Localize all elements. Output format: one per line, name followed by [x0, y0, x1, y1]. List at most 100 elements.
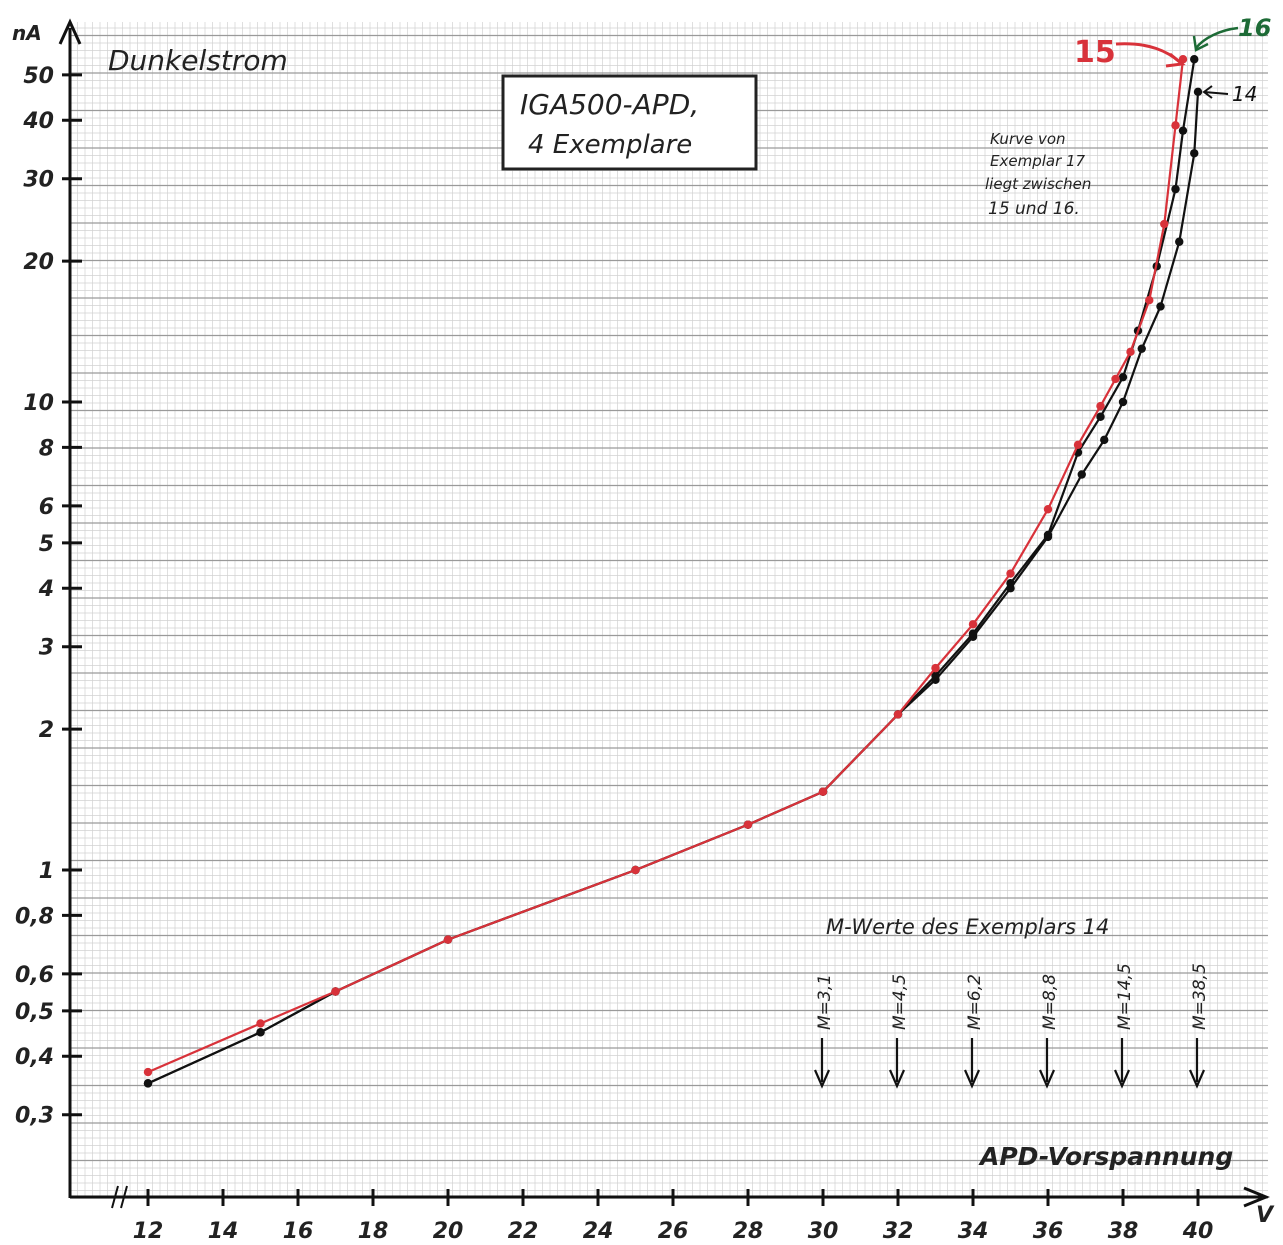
data-point-15-11	[1043, 505, 1053, 514]
m-marker-1: M=4,5	[888, 974, 910, 1089]
data-point-14-17	[1175, 237, 1184, 246]
graph-paper-grid	[69, 22, 1268, 1199]
data-point-15-8	[931, 663, 940, 673]
data-point-15-16	[1145, 296, 1154, 305]
x-tick-label-36: 36	[1033, 1219, 1064, 1244]
data-point-15-15	[1126, 347, 1135, 357]
data-point-15-0	[143, 1067, 153, 1077]
y-tick-label-50: 50	[23, 64, 54, 89]
m-marker-2: M=6,2	[963, 974, 985, 1089]
data-point-14-18	[1190, 149, 1199, 158]
x-tick-label-34: 34	[958, 1219, 989, 1244]
curve-label-arrow-16	[1195, 26, 1239, 49]
y-tick-label-1: 1	[39, 859, 54, 884]
m-marker-label-0: M=3,1	[815, 974, 835, 1030]
y-tick-label-0,4: 0,4	[15, 1045, 54, 1070]
m-marker-0: M=3,1	[813, 974, 835, 1089]
data-point-15-14	[1111, 374, 1120, 384]
device-label-line-2: 4 Exemplare	[528, 130, 692, 160]
y-tick-label-8: 8	[39, 436, 54, 461]
data-point-16-18	[1178, 126, 1188, 135]
y-tick-label-10: 10	[23, 391, 54, 416]
y-axis-ticks: 0,3 0,4 0,5 0,6 0,8 1 2 3 4 5 6 8 10 20 30 40 50	[15, 64, 82, 1129]
data-point-16-19	[1190, 55, 1199, 64]
curve-label-15: 15	[1074, 35, 1116, 70]
note-line-2: Exemplar 17	[990, 152, 1086, 170]
x-tick-label-14: 14	[208, 1219, 239, 1244]
data-point-16-8	[931, 671, 940, 680]
m-marker-4: M=14,5	[1113, 963, 1135, 1089]
data-point-15-9	[968, 620, 978, 629]
m-marker-3: M=8,8	[1038, 974, 1060, 1089]
data-point-16-11	[1043, 530, 1053, 540]
x-tick-label-32: 32	[883, 1219, 914, 1244]
data-point-14-16	[1156, 302, 1165, 311]
data-point-16-10	[1006, 579, 1015, 588]
y-tick-label-2: 2	[39, 718, 54, 743]
m-marker-label-3: M=8,8	[1040, 974, 1060, 1030]
x-axis-label: APD-Vorspannung	[978, 1142, 1233, 1171]
data-point-15-13	[1096, 401, 1105, 411]
y-tick-label-40: 40	[22, 109, 54, 134]
x-tick-label-16: 16	[283, 1219, 314, 1244]
x-tick-label-24: 24	[583, 1219, 614, 1244]
m-marker-label-4: M=14,5	[1115, 963, 1135, 1030]
m-value-markers: M=3,1 M=4,5 M=6,2 M=8,8 M=14,5 M=38,5	[813, 963, 1210, 1089]
data-point-15-5	[743, 820, 753, 829]
y-tick-label-0,6: 0,6	[15, 963, 54, 988]
x-tick-label-22: 22	[508, 1219, 539, 1244]
curve-label-arrow-15	[1115, 42, 1181, 64]
data-point-14-19	[1193, 87, 1203, 97]
data-point-15-7	[893, 710, 903, 719]
data-point-14-14	[1118, 397, 1128, 407]
data-point-16-1	[256, 1028, 265, 1037]
note-line-3: liegt zwischen	[985, 175, 1091, 193]
data-point-16-14	[1118, 372, 1128, 382]
data-point-15-3	[443, 935, 453, 944]
data-point-15-12	[1073, 440, 1083, 450]
m-marker-label-5: M=38,5	[1190, 963, 1210, 1030]
m-values-title: M-Werte des Exemplars 14	[826, 915, 1109, 939]
y-tick-label-3: 3	[39, 636, 54, 661]
device-label-line-1: IGA500-APD,	[520, 88, 699, 121]
data-point-14-15	[1137, 344, 1146, 353]
note-line-1: Kurve von	[990, 130, 1066, 148]
curve-label-16: 16	[1238, 14, 1271, 42]
y-axis-unit: nA	[12, 21, 42, 45]
data-point-15-4	[631, 865, 640, 875]
series-line-15	[147, 59, 1185, 1074]
m-marker-label-1: M=4,5	[890, 974, 910, 1030]
y-tick-label-30: 30	[23, 168, 54, 193]
data-point-15-2	[331, 987, 340, 996]
data-point-14-12	[1077, 470, 1086, 479]
data-point-16-13	[1096, 412, 1105, 421]
x-tick-label-18: 18	[358, 1219, 389, 1244]
x-tick-label-26: 26	[658, 1219, 689, 1244]
x-tick-label-20: 20	[433, 1219, 464, 1244]
y-tick-label-6: 6	[39, 495, 54, 520]
x-tick-label-12: 12	[133, 1219, 164, 1244]
y-tick-label-5: 5	[39, 532, 54, 557]
y-tick-label-0,3: 0,3	[15, 1104, 54, 1129]
data-point-15-10	[1006, 569, 1015, 578]
data-point-14-13	[1100, 435, 1109, 445]
device-label-box	[501, 74, 758, 171]
y-tick-label-0,5: 0,5	[15, 1000, 54, 1025]
m-marker-5: M=38,5	[1188, 963, 1210, 1089]
data-point-15-1	[256, 1019, 265, 1028]
y-tick-label-20: 20	[23, 250, 54, 275]
curve-label-arrow-14	[1202, 85, 1229, 99]
data-point-16-9	[968, 629, 978, 638]
data-point-15-6	[818, 787, 828, 796]
x-tick-label-28: 28	[733, 1219, 764, 1244]
data-point-16-17	[1171, 184, 1180, 194]
y-tick-label-4: 4	[38, 577, 54, 602]
chart-axes	[58, 18, 1270, 1209]
x-tick-label-30: 30	[808, 1219, 839, 1244]
data-point-16-0	[143, 1079, 153, 1088]
x-axis-unit: V	[1256, 1203, 1275, 1228]
data-point-15-18	[1171, 121, 1180, 130]
x-axis-ticks: 12 14 16 18 20 22 24 26 28 30 32 34 36 38 40	[133, 1189, 1213, 1244]
x-tick-label-38: 38	[1108, 1219, 1139, 1244]
